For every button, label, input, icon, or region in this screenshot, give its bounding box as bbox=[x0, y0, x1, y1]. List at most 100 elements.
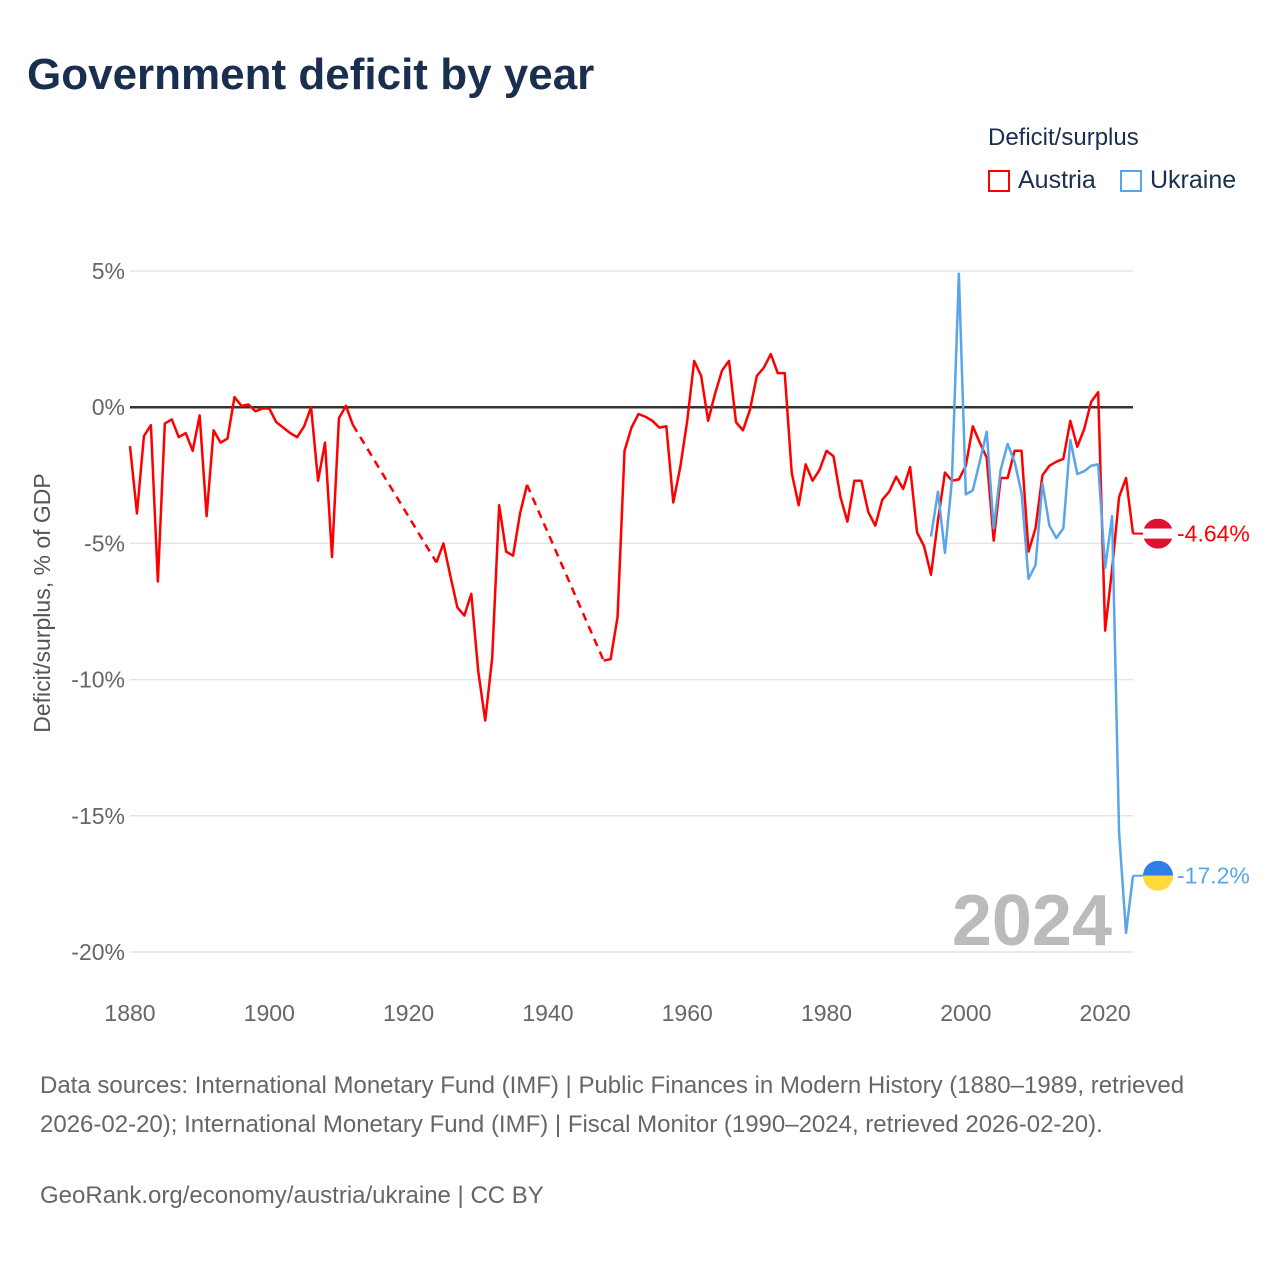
data-point[interactable] bbox=[1122, 929, 1130, 937]
data-point[interactable] bbox=[203, 512, 211, 520]
data-point[interactable] bbox=[1038, 479, 1046, 487]
data-point[interactable] bbox=[467, 590, 475, 598]
data-point[interactable] bbox=[1018, 489, 1026, 497]
data-point[interactable] bbox=[739, 426, 747, 434]
data-point[interactable] bbox=[990, 524, 998, 532]
data-point[interactable] bbox=[196, 411, 204, 419]
data-point[interactable] bbox=[488, 654, 496, 662]
data-point[interactable] bbox=[217, 439, 225, 447]
data-point[interactable] bbox=[607, 655, 615, 663]
data-point[interactable] bbox=[1108, 512, 1116, 520]
data-point[interactable] bbox=[272, 418, 280, 426]
data-point[interactable] bbox=[795, 501, 803, 509]
data-point[interactable] bbox=[836, 493, 844, 501]
data-point[interactable] bbox=[133, 509, 141, 517]
data-point[interactable] bbox=[342, 402, 350, 410]
data-point[interactable] bbox=[878, 496, 886, 504]
data-point[interactable] bbox=[265, 405, 273, 413]
data-point[interactable] bbox=[704, 417, 712, 425]
data-point[interactable] bbox=[683, 417, 691, 425]
data-point[interactable] bbox=[1073, 443, 1081, 451]
data-point[interactable] bbox=[1094, 460, 1102, 468]
data-point[interactable] bbox=[439, 539, 447, 547]
data-point[interactable] bbox=[662, 422, 670, 430]
data-point[interactable] bbox=[321, 439, 329, 447]
data-point[interactable] bbox=[843, 518, 851, 526]
data-point[interactable] bbox=[161, 420, 169, 428]
data-point[interactable] bbox=[1004, 474, 1012, 482]
data-point[interactable] bbox=[753, 372, 761, 380]
data-point[interactable] bbox=[279, 424, 287, 432]
legend-item-ukraine[interactable]: Ukraine bbox=[1120, 166, 1236, 195]
data-point[interactable] bbox=[983, 428, 991, 436]
data-point[interactable] bbox=[1080, 425, 1088, 433]
data-point[interactable] bbox=[927, 571, 935, 579]
data-point[interactable] bbox=[210, 426, 218, 434]
data-point[interactable] bbox=[718, 366, 726, 374]
data-point[interactable] bbox=[314, 477, 322, 485]
data-point[interactable] bbox=[154, 578, 162, 586]
data-point[interactable] bbox=[1059, 524, 1067, 532]
data-point[interactable] bbox=[1066, 417, 1074, 425]
data-point[interactable] bbox=[224, 435, 232, 443]
data-point[interactable] bbox=[669, 499, 677, 507]
data-point[interactable] bbox=[1052, 534, 1060, 542]
data-point[interactable] bbox=[871, 522, 879, 530]
credit-link[interactable]: GeoRank.org/economy/austria/ukraine | CC… bbox=[40, 1182, 544, 1209]
data-point[interactable] bbox=[1059, 455, 1067, 463]
data-point[interactable] bbox=[634, 410, 642, 418]
data-point[interactable] bbox=[328, 553, 336, 561]
data-point[interactable] bbox=[1080, 467, 1088, 475]
data-point[interactable] bbox=[502, 548, 510, 556]
data-point[interactable] bbox=[955, 270, 963, 278]
data-point[interactable] bbox=[648, 417, 656, 425]
data-point[interactable] bbox=[976, 458, 984, 466]
data-point[interactable] bbox=[495, 501, 503, 509]
data-point[interactable] bbox=[258, 405, 266, 413]
data-point[interactable] bbox=[147, 421, 155, 429]
data-point[interactable] bbox=[760, 364, 768, 372]
data-point[interactable] bbox=[1004, 440, 1012, 448]
data-point[interactable] bbox=[1045, 462, 1053, 470]
data-point[interactable] bbox=[829, 452, 837, 460]
data-point[interactable] bbox=[690, 357, 698, 365]
data-point[interactable] bbox=[516, 509, 524, 517]
data-point[interactable] bbox=[823, 447, 831, 455]
data-point[interactable] bbox=[237, 402, 245, 410]
data-point[interactable] bbox=[175, 433, 183, 441]
data-point[interactable] bbox=[655, 424, 663, 432]
data-point[interactable] bbox=[788, 469, 796, 477]
data-point[interactable] bbox=[941, 469, 949, 477]
data-point[interactable] bbox=[432, 558, 440, 566]
data-point[interactable] bbox=[711, 390, 719, 398]
data-point[interactable] bbox=[892, 473, 900, 481]
data-point[interactable] bbox=[1025, 575, 1033, 583]
data-point[interactable] bbox=[1115, 828, 1123, 836]
data-point[interactable] bbox=[1122, 474, 1130, 482]
data-point[interactable] bbox=[1073, 470, 1081, 478]
data-point[interactable] bbox=[774, 369, 782, 377]
data-point[interactable] bbox=[885, 488, 893, 496]
data-point[interactable] bbox=[941, 549, 949, 557]
data-point[interactable] bbox=[781, 369, 789, 377]
data-point[interactable] bbox=[732, 418, 740, 426]
data-point[interactable] bbox=[1094, 388, 1102, 396]
data-point[interactable] bbox=[1052, 458, 1060, 466]
data-point[interactable] bbox=[962, 490, 970, 498]
data-point[interactable] bbox=[453, 603, 461, 611]
data-point[interactable] bbox=[1115, 493, 1123, 501]
data-point[interactable] bbox=[1031, 561, 1039, 569]
data-point[interactable] bbox=[990, 537, 998, 545]
data-point[interactable] bbox=[446, 572, 454, 580]
data-point[interactable] bbox=[600, 657, 608, 665]
data-point[interactable] bbox=[997, 466, 1005, 474]
data-point[interactable] bbox=[906, 463, 914, 471]
data-point[interactable] bbox=[307, 403, 315, 411]
data-point[interactable] bbox=[251, 407, 259, 415]
data-point[interactable] bbox=[286, 429, 294, 437]
data-point[interactable] bbox=[767, 350, 775, 358]
data-point[interactable] bbox=[244, 400, 252, 408]
data-point[interactable] bbox=[641, 413, 649, 421]
data-point[interactable] bbox=[126, 442, 134, 450]
data-point[interactable] bbox=[523, 481, 531, 489]
